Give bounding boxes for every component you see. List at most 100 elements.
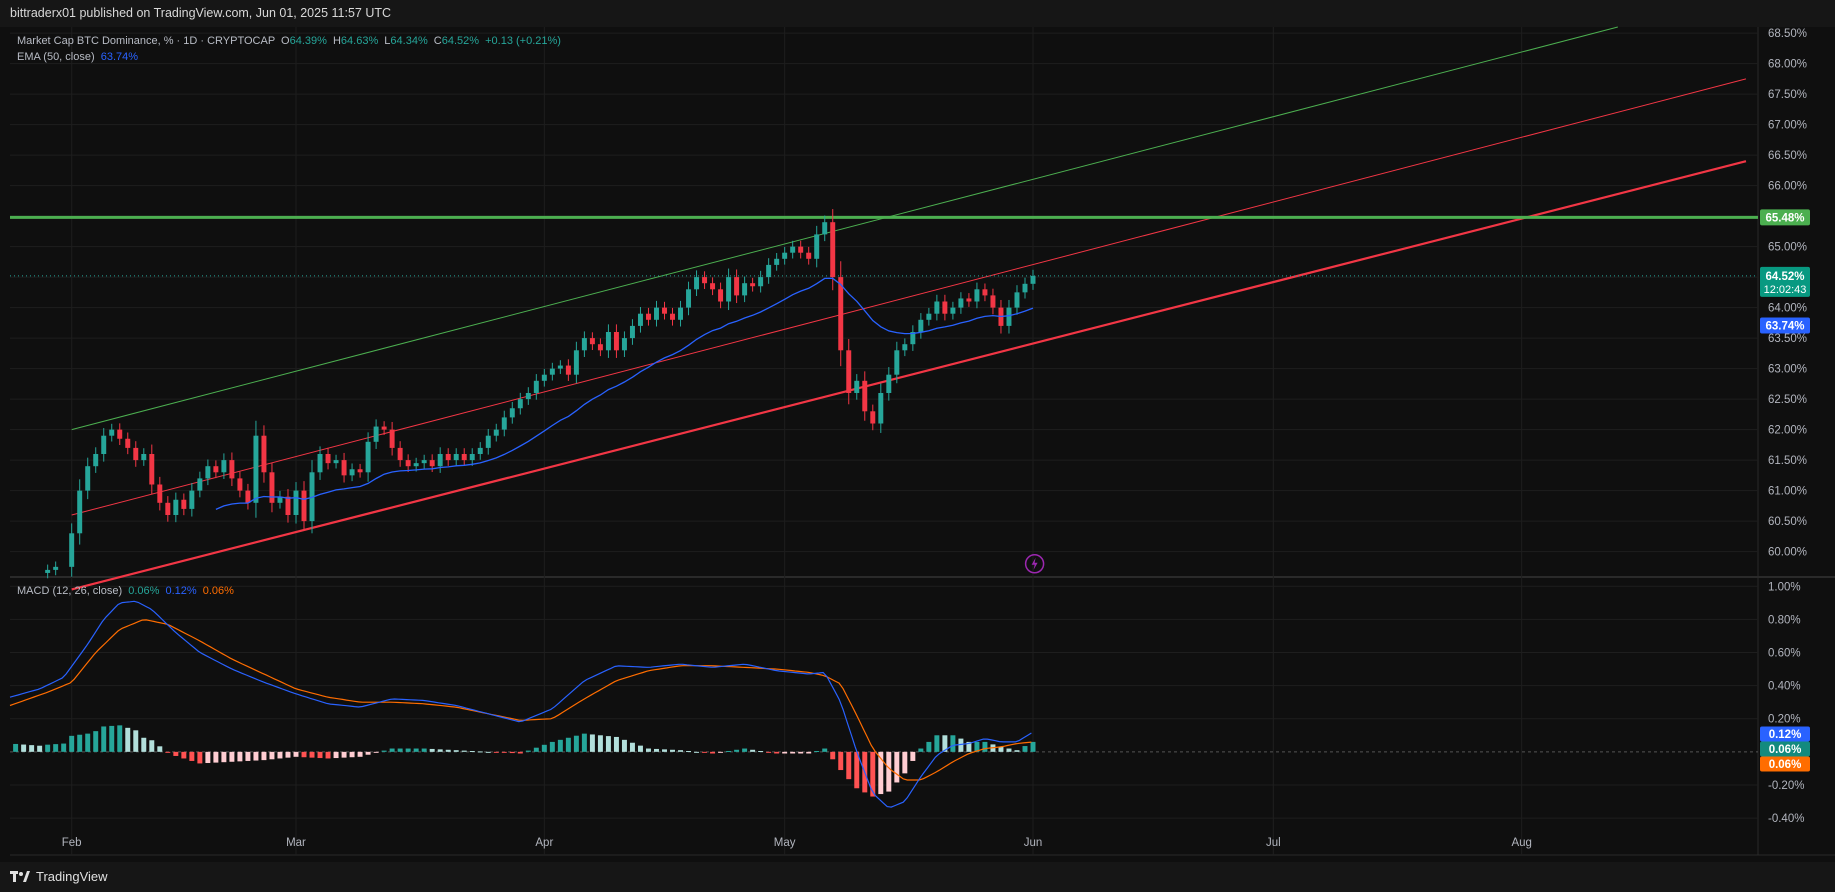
candle-body[interactable] (589, 338, 595, 345)
candle-body[interactable] (149, 454, 155, 485)
candle-body[interactable] (285, 496, 291, 515)
candle-body[interactable] (413, 463, 419, 467)
trend-line-upper[interactable] (71, 26, 1618, 431)
candle-body[interactable] (934, 301, 940, 314)
candle-body[interactable] (453, 454, 459, 461)
candle-body[interactable] (645, 313, 651, 320)
candle-body[interactable] (806, 252, 812, 259)
candle-body[interactable] (637, 313, 643, 326)
candle-body[interactable] (365, 441, 371, 473)
candle-body[interactable] (381, 426, 387, 430)
candle-body[interactable] (886, 374, 892, 393)
candle-body[interactable] (485, 435, 491, 448)
candle-body[interactable] (870, 411, 876, 424)
candle-body[interactable] (894, 350, 900, 375)
candle-body[interactable] (253, 435, 259, 503)
candle-body[interactable] (950, 307, 956, 314)
candle-body[interactable] (221, 460, 227, 473)
candle-body[interactable] (181, 499, 187, 509)
price-pane[interactable] (10, 26, 1758, 591)
candle-body[interactable] (525, 393, 531, 400)
candle-body[interactable] (45, 569, 51, 573)
candle-body[interactable] (613, 332, 619, 351)
candle-body[interactable] (702, 277, 708, 284)
time-axis[interactable]: Feb Mar Apr May Jun Jul Aug (62, 837, 1532, 849)
candle-body[interactable] (758, 277, 764, 287)
candle-body[interactable] (101, 435, 107, 454)
candle-body[interactable] (750, 283, 756, 287)
candle-body[interactable] (389, 429, 395, 448)
candle-body[interactable] (333, 460, 339, 464)
candle-body[interactable] (654, 307, 659, 320)
price-axis[interactable]: 60.00% 60.50% 61.00% 61.50% 62.00% 62.50% 63.0… (1768, 28, 1807, 825)
candle-body[interactable] (237, 478, 243, 491)
candle-body[interactable] (822, 222, 828, 235)
candle-body[interactable] (774, 258, 780, 265)
candle-body[interactable] (670, 313, 675, 320)
macd-pane[interactable] (9, 600, 1758, 808)
candle-body[interactable] (173, 499, 179, 515)
candle-body[interactable] (830, 222, 836, 278)
lightning-icon[interactable] (1024, 554, 1045, 574)
candle-body[interactable] (982, 289, 988, 296)
trend-line-lower[interactable] (71, 160, 1747, 591)
candle-body[interactable] (69, 533, 75, 567)
candle-body[interactable] (814, 234, 820, 259)
candle-body[interactable] (541, 374, 547, 381)
candle-body[interactable] (405, 460, 411, 467)
candle-body[interactable] (878, 393, 884, 424)
candle-body[interactable] (918, 319, 924, 332)
candle-body[interactable] (726, 277, 732, 302)
candle-body[interactable] (357, 469, 363, 473)
candle-body[interactable] (509, 408, 515, 418)
candle-body[interactable] (429, 460, 435, 467)
candle-body[interactable] (493, 429, 499, 436)
candle-body[interactable] (349, 469, 355, 476)
candle-body[interactable] (1014, 292, 1020, 308)
candle-body[interactable] (766, 264, 772, 278)
macd-signal-line[interactable] (9, 619, 1032, 781)
candle-body[interactable] (197, 478, 203, 491)
candle-body[interactable] (293, 490, 299, 515)
candle-body[interactable] (798, 246, 804, 253)
candle-body[interactable] (461, 454, 467, 461)
candle-body[interactable] (694, 277, 700, 290)
candle-body[interactable] (565, 365, 571, 375)
candle-body[interactable] (205, 466, 211, 479)
candle-body[interactable] (317, 454, 323, 473)
candle-body[interactable] (373, 426, 379, 442)
candle-body[interactable] (573, 350, 579, 375)
candle-body[interactable] (309, 472, 315, 522)
candle-body[interactable] (958, 298, 964, 308)
candle-body[interactable] (165, 502, 171, 515)
candle-body[interactable] (549, 368, 555, 375)
candle-body[interactable] (966, 298, 972, 302)
candle-body[interactable] (341, 460, 347, 476)
candle-body[interactable] (517, 399, 523, 409)
candle-body[interactable] (854, 380, 860, 393)
ema-legend[interactable]: EMA (50, close) 63.74% (17, 51, 138, 63)
candle-body[interactable] (710, 283, 716, 290)
main-legend[interactable]: Market Cap BTC Dominance, % · 1D · CRYPT… (17, 35, 561, 47)
candle-body[interactable] (557, 365, 563, 369)
candle-body[interactable] (117, 429, 123, 439)
candle-body[interactable] (189, 490, 195, 509)
candle-body[interactable] (621, 338, 627, 351)
candle-body[interactable] (53, 566, 59, 570)
candle-body[interactable] (846, 350, 852, 393)
candle-body[interactable] (605, 332, 611, 351)
candle-body[interactable] (157, 484, 163, 503)
candle-body[interactable] (990, 295, 996, 308)
candle-body[interactable] (1006, 307, 1012, 326)
ema-line[interactable] (215, 277, 1034, 510)
candle-body[interactable] (397, 447, 403, 461)
candle-body[interactable] (902, 344, 908, 351)
candle-body[interactable] (133, 447, 139, 461)
candle-body[interactable] (782, 252, 788, 259)
candle-body[interactable] (445, 454, 451, 461)
candle-body[interactable] (109, 429, 115, 436)
candle-body[interactable] (477, 447, 483, 454)
candle-body[interactable] (790, 246, 796, 253)
candle-body[interactable] (301, 490, 307, 522)
candle-body[interactable] (926, 313, 932, 320)
